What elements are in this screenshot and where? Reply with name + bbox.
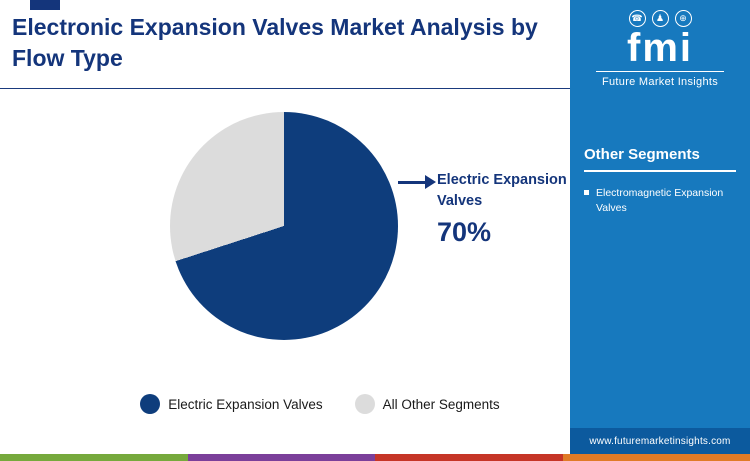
list-item-label: Electromagnetic Expansion Valves	[596, 187, 724, 215]
stripe-segment	[562, 454, 750, 461]
page-title: Electronic Expansion Valves Market Analy…	[12, 14, 538, 72]
corner-accent	[30, 0, 60, 10]
website-link[interactable]: www.futuremarketinsights.com	[570, 428, 750, 454]
pie-chart	[170, 112, 398, 340]
logo-divider	[596, 71, 724, 72]
legend-label: All Other Segments	[382, 396, 500, 412]
other-segments-list: Electromagnetic Expansion Valves	[584, 186, 736, 216]
legend-swatch-gray	[354, 394, 375, 414]
legend-label: Electric Expansion Valves	[168, 396, 323, 412]
other-segments-section: Other Segments Electromagnetic Expansion…	[570, 146, 750, 216]
list-item: Electromagnetic Expansion Valves	[584, 186, 736, 216]
globe-icon: ⊕	[674, 10, 692, 27]
title-divider	[0, 88, 570, 89]
pie-callout: Electric Expansion Valves 70%	[437, 170, 575, 248]
logo-tagline: Future Market Insights	[601, 76, 719, 88]
stripe-segment	[0, 454, 188, 461]
callout-arrow-head	[425, 175, 436, 189]
callout-value: 70%	[437, 217, 492, 248]
main-panel: Electronic Expansion Valves Market Analy…	[0, 0, 570, 414]
other-segments-heading: Other Segments	[584, 146, 736, 172]
legend-item: All Other Segments	[354, 394, 500, 414]
legend-swatch-navy	[140, 394, 161, 414]
logo-text: fmi	[627, 26, 693, 70]
stripe-segment	[375, 454, 563, 461]
sidebar: ☎ ♟ ⊕ fmi Future Market Insights Other S…	[570, 0, 750, 454]
legend-item: Electric Expansion Valves	[140, 394, 323, 414]
callout-label: Electric Expansion Valves	[437, 172, 567, 210]
bullet-icon	[584, 190, 589, 195]
logo-icons: ☎ ♟ ⊕	[570, 10, 750, 27]
phone-icon: ☎	[628, 10, 646, 27]
footer-stripe	[0, 454, 750, 461]
chart-legend: Electric Expansion Valves All Other Segm…	[85, 394, 555, 414]
callout-arrow	[398, 181, 426, 184]
stripe-segment	[187, 454, 375, 461]
fmi-logo: ☎ ♟ ⊕ fmi Future Market Insights	[570, 10, 750, 88]
person-icon: ♟	[651, 10, 669, 27]
